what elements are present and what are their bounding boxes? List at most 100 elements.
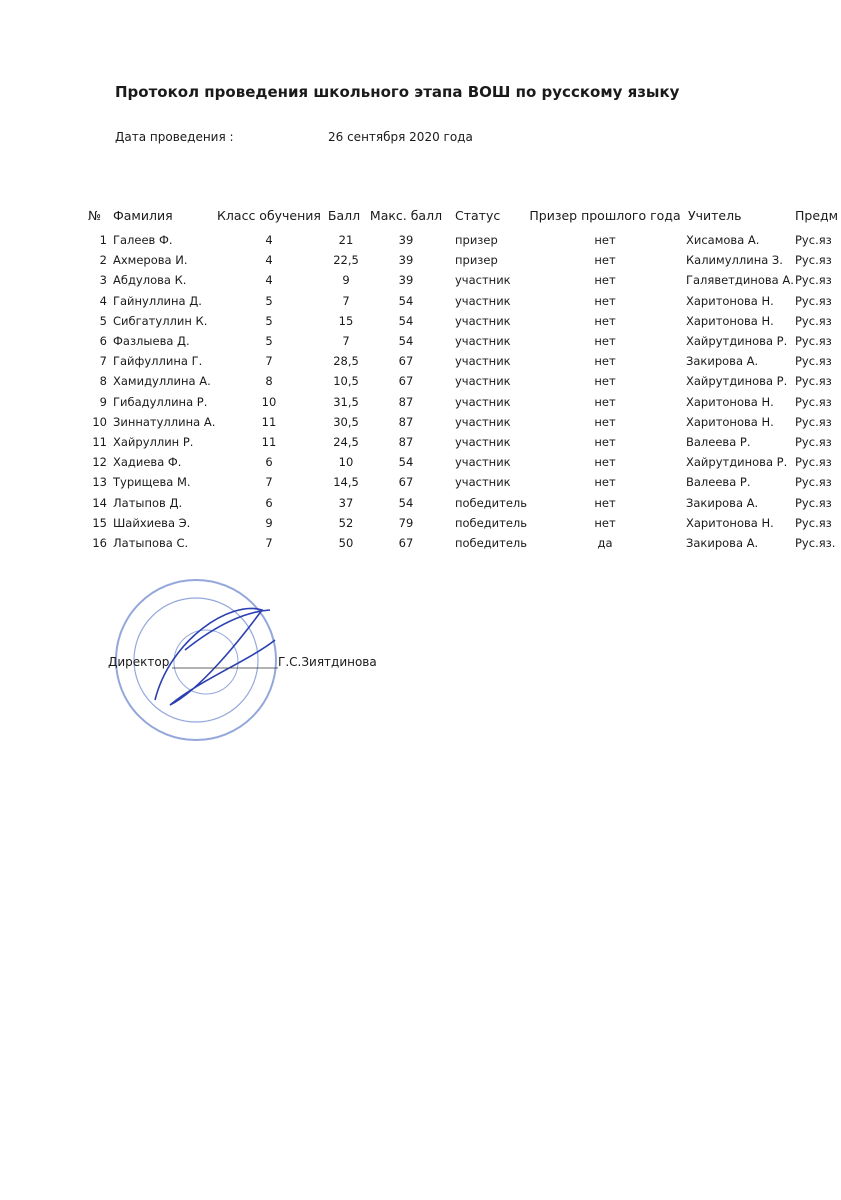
table-cell: 30,5: [333, 414, 359, 429]
table-cell: участник: [455, 334, 511, 348]
table-cell: 7: [99, 354, 107, 369]
table-cell: 4: [265, 233, 273, 247]
table-cell: 8: [99, 374, 107, 389]
table-cell: 54: [398, 334, 414, 348]
table-cell: Рус.яз: [795, 435, 832, 449]
column-header: Статус: [455, 208, 501, 223]
table-cell: Рус.яз: [795, 273, 832, 288]
table-cell: Калимуллина З.: [686, 253, 783, 268]
table-cell: 5: [265, 293, 273, 308]
table-cell: Рус.яз: [795, 253, 832, 268]
table-cell: нет: [594, 394, 616, 409]
table-cell: Галяветдинова А.: [686, 273, 794, 288]
table-cell: Рус.яз: [795, 475, 832, 490]
table-cell: призер: [455, 253, 498, 268]
table-cell: нет: [594, 515, 616, 530]
position: Директор: [108, 655, 170, 669]
table-cell: участник: [455, 394, 511, 409]
table-cell: Сибгатуллин К.: [113, 313, 208, 328]
table-cell: нет: [594, 354, 616, 369]
table-cell: Латыпов Д.: [113, 495, 183, 510]
table-cell: 11: [261, 414, 277, 429]
table-cell: Харитонова Н.: [686, 394, 774, 409]
table-cell: 21: [338, 233, 354, 247]
table-cell: Рус.яз: [795, 334, 832, 348]
table-cell: 11: [261, 435, 277, 449]
table-cell: 87: [398, 435, 414, 449]
table-cell: 10: [92, 414, 107, 429]
table-cell: Хисамова А.: [686, 233, 760, 247]
column-header: Класс обучения: [217, 208, 321, 223]
table-cell: Латыпова С.: [113, 536, 189, 550]
table-cell: Хадиева Ф.: [113, 455, 182, 470]
table-cell: 7: [265, 354, 273, 369]
table-cell: нет: [594, 455, 616, 470]
table-cell: 13: [92, 475, 107, 490]
table-cell: Галеев Ф.: [113, 233, 173, 247]
table-cell: 9: [99, 394, 107, 409]
column-header: Макс. балл: [369, 208, 443, 223]
table-cell: 37: [338, 495, 354, 510]
table-cell: Закирова А.: [686, 536, 759, 550]
column-header: Предм: [795, 208, 839, 223]
table-cell: 39: [398, 273, 414, 288]
table-cell: 87: [398, 414, 414, 429]
table-cell: 15: [338, 313, 354, 328]
table-cell: участник: [455, 435, 511, 449]
table-cell: 54: [398, 455, 414, 470]
table-cell: участник: [455, 475, 511, 490]
table-cell: Рус.яз.: [795, 536, 836, 550]
table-cell: Рус.яз: [795, 293, 832, 308]
table-cell: 14,5: [333, 475, 359, 490]
column-header: №: [88, 208, 102, 223]
date-value: 26 сентября 2020 года: [328, 130, 473, 144]
table-cell: нет: [594, 414, 616, 429]
table-cell: Шайхиева Э.: [113, 515, 191, 530]
table-cell: Гайнуллина Д.: [113, 293, 202, 308]
table-cell: 15: [92, 515, 107, 530]
table-cell: 67: [398, 475, 414, 490]
table-cell: нет: [594, 233, 616, 247]
table-cell: Рус.яз: [795, 233, 832, 247]
table-cell: Рус.яз: [795, 515, 832, 530]
table-cell: 12: [92, 455, 107, 470]
table-cell: участник: [455, 354, 511, 369]
table-cell: 67: [398, 354, 414, 369]
signatory: Г.С.Зиятдинова: [278, 655, 377, 669]
table-cell: нет: [594, 475, 616, 490]
table-cell: 52: [338, 515, 354, 530]
table-cell: 3: [99, 273, 107, 288]
table-cell: Хайрутдинова Р.: [686, 455, 788, 470]
table-cell: 54: [398, 293, 414, 308]
table-cell: Хайрутдинова Р.: [686, 374, 788, 389]
table-cell: 7: [265, 475, 273, 490]
table-cell: Закирова А.: [686, 495, 759, 510]
table-cell: 5: [99, 313, 107, 328]
table-cell: призер: [455, 233, 498, 247]
table-cell: 10: [338, 455, 354, 470]
table-cell: участник: [455, 293, 511, 308]
table-cell: нет: [594, 313, 616, 328]
table-cell: нет: [594, 293, 616, 308]
table-cell: Гибадуллина Р.: [113, 394, 208, 409]
table-cell: Рус.яз: [795, 354, 832, 369]
table-cell: Рус.яз: [795, 394, 832, 409]
table-cell: нет: [594, 374, 616, 389]
table-cell: Хайруллин Р.: [113, 435, 194, 449]
column-header: Учитель: [688, 208, 742, 223]
table-cell: 8: [265, 374, 273, 389]
table-cell: 4: [265, 253, 273, 268]
table-cell: 9: [265, 515, 273, 530]
table-cell: Абдулова К.: [113, 273, 187, 288]
table-cell: да: [597, 536, 613, 550]
table-cell: 39: [398, 233, 414, 247]
table-cell: 10: [261, 394, 277, 409]
table-cell: 79: [398, 515, 414, 530]
table-cell: 31,5: [333, 394, 359, 409]
table-cell: Валеева Р.: [686, 435, 751, 449]
table-cell: нет: [594, 253, 616, 268]
table-cell: нет: [594, 495, 616, 510]
table-cell: участник: [455, 455, 511, 470]
